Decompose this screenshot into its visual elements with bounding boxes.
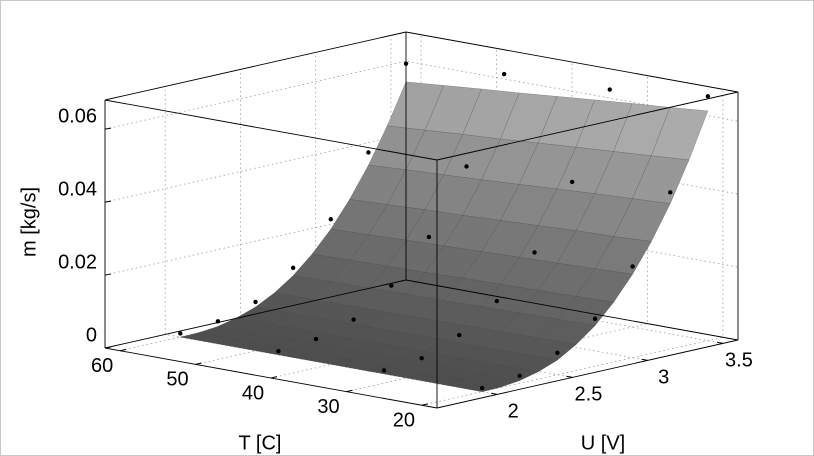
z-tick-label: 0: [86, 324, 97, 346]
box-edge: [405, 31, 739, 93]
surface-face: [444, 380, 501, 392]
box-edge: [104, 347, 438, 409]
tick-mark: [104, 273, 112, 276]
z-tick-label: 0.06: [58, 105, 97, 127]
data-point: [389, 283, 394, 288]
data-point: [215, 319, 221, 324]
data-point: [532, 250, 537, 255]
data-point: [479, 385, 485, 391]
data-point: [501, 71, 507, 77]
y-tick-label: 3.5: [725, 350, 753, 372]
data-point: [668, 190, 673, 195]
z-tick-label: 0.04: [58, 178, 97, 200]
x-axis-label: T [C]: [239, 432, 282, 454]
z-tick-label: 0.02: [58, 251, 97, 273]
tick-mark: [104, 200, 112, 203]
x-tick-label: 20: [393, 410, 415, 432]
data-point: [705, 94, 711, 99]
data-point: [607, 87, 612, 92]
data-point: [290, 265, 296, 271]
data-point: [351, 317, 356, 322]
data-point: [426, 234, 432, 240]
box-edge: [104, 31, 407, 101]
y-tick-label: 2.5: [575, 384, 603, 406]
tick-mark: [104, 127, 112, 130]
data-point: [328, 217, 333, 222]
data-point: [555, 350, 560, 355]
x-tick-label: 40: [242, 382, 264, 404]
data-point: [381, 368, 387, 373]
y-tick-label: 2: [508, 401, 519, 423]
x-tick-label: 30: [317, 396, 339, 418]
data-point: [253, 299, 258, 305]
data-point: [630, 264, 635, 269]
z-axis-label: m [kg/s]: [18, 187, 40, 257]
data-point: [569, 179, 575, 185]
grid-line: [421, 89, 724, 406]
box-edge: [405, 279, 739, 341]
data-point: [313, 336, 319, 342]
data-point: [464, 164, 469, 169]
box-edge: [104, 99, 438, 161]
data-point: [494, 298, 500, 304]
box-edge: [104, 279, 407, 349]
box-edge: [436, 91, 739, 161]
y-tick-label: 3: [658, 367, 669, 389]
box-edge: [436, 339, 739, 409]
data-point: [178, 331, 183, 336]
data-point: [276, 349, 281, 354]
x-tick-label: 50: [166, 369, 188, 391]
data-point: [457, 332, 462, 338]
data-point: [419, 355, 424, 361]
data-point: [403, 61, 409, 66]
data-point: [592, 316, 598, 321]
data-point: [517, 373, 522, 379]
x-tick-label: 60: [91, 355, 113, 377]
y-axis-label: U [V]: [581, 432, 625, 454]
data-point: [366, 150, 371, 155]
